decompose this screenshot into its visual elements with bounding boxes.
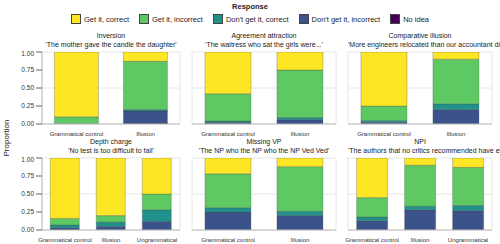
html-text:'The waitress who sat the girl: 'The waitress who sat the girls were...' [205,40,323,48]
svg-text:0.50: 0.50 [21,84,34,91]
svg-text:0.75: 0.75 [21,172,34,179]
html-text:Depth charge: Depth charge [90,138,132,145]
svg-text:0.00: 0.00 [21,120,34,127]
html-text:Get it, incorrect: Get it, incorrect [152,14,203,24]
html-text:Inversion: Inversion [96,32,126,39]
svg-text:0.50: 0.50 [21,190,34,197]
svg-text:1.00: 1.00 [21,156,34,163]
svg-text:Illusion: Illusion [291,131,310,137]
svg-text:Illusion: Illusion [136,131,155,137]
html-text:NPI: NPI [414,138,426,145]
svg-text:Grammatical control: Grammatical control [345,237,399,243]
html-text:'The NP who the NP who the NP: 'The NP who the NP who the NP Ved Ved' [198,146,330,154]
html-text:'The mother gave the candle th: 'The mother gave the candle the daughter… [45,40,177,48]
html-text:No idea: No idea [403,14,429,24]
html-text:Missing VP: Missing VP [246,138,282,145]
html-text:'No test is too difficult to f: 'No test is too difficult to fail' [68,146,154,154]
svg-text:Ungrammaticalcontrol: Ungrammaticalcontrol [137,237,177,244]
svg-text:0.00: 0.00 [21,226,34,233]
svg-text:Grammatical control: Grammatical control [357,131,411,137]
svg-text:Grammatical control: Grammatical control [50,131,104,137]
html-text:Comparative illusion: Comparative illusion [388,32,452,39]
html-text:Proportion: Proportion [1,119,11,157]
html-text:Don't get it, incorrect: Don't get it, incorrect [311,14,381,24]
html-text:Get it, correct: Get it, correct [84,14,129,24]
svg-text:0.75: 0.75 [21,66,34,73]
svg-text:Grammatical control: Grammatical control [201,237,255,243]
svg-text:Grammatical control: Grammatical control [201,131,255,137]
svg-text:0.25: 0.25 [21,102,34,109]
svg-text:Ungrammaticalcontrol: Ungrammaticalcontrol [448,237,488,244]
html-text:Response: Response [232,2,268,11]
svg-text:Illusion: Illusion [411,237,430,243]
svg-text:Illusion: Illusion [447,131,466,137]
svg-text:Grammatical control: Grammatical control [38,237,92,243]
html-text:Don't get it, correct: Don't get it, correct [225,14,289,24]
svg-text:0.25: 0.25 [21,208,34,215]
svg-text:Illusion: Illusion [102,237,121,243]
svg-text:1.00: 1.00 [21,50,34,57]
html-text:Agreement attraction: Agreement attraction [231,32,297,39]
svg-text:Illusion: Illusion [291,237,310,243]
